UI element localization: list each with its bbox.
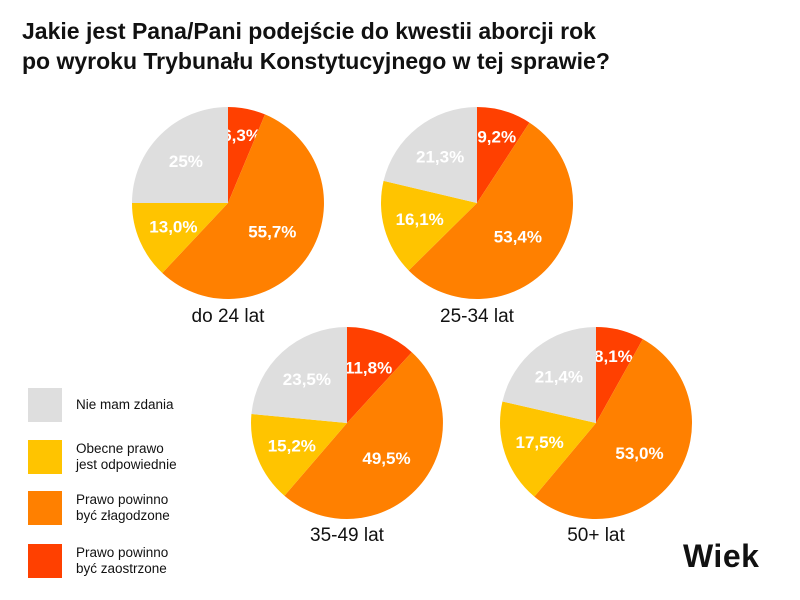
data-label: 9,2% <box>477 128 516 147</box>
legend-swatch <box>28 491 62 525</box>
pie-slice <box>596 327 643 423</box>
pie-slice <box>383 107 477 203</box>
brand-wordmark: Wiek <box>683 538 760 574</box>
data-label: 53,0% <box>615 444 663 463</box>
pie-slice <box>132 107 228 203</box>
pie-slice <box>132 203 228 273</box>
legend-item-obecne-prawo: Obecne prawo jest odpowiednie <box>28 440 177 474</box>
title-line-1: Jakie jest Pana/Pani podejście do kwesti… <box>22 18 596 44</box>
pie-0: 6,3% 55,7% 13,0% 25% do 24 lat <box>132 107 324 327</box>
legend-label: Obecne prawo jest odpowiednie <box>76 441 177 472</box>
data-label: 15,2% <box>268 436 316 455</box>
data-label: 11,8% <box>345 359 392 378</box>
pie-category-label: 50+ lat <box>567 525 625 546</box>
legend-label: Prawo powinno być zaostrzone <box>76 545 169 576</box>
pie-category-label: 35-49 lat <box>310 525 385 546</box>
pie-slice <box>477 107 530 203</box>
data-label: 49,5% <box>362 449 410 468</box>
data-label: 21,4% <box>535 367 583 386</box>
data-label: 25% <box>169 152 203 171</box>
pie-slice <box>284 352 443 519</box>
pie-slice <box>228 107 266 203</box>
pie-slice <box>500 401 596 497</box>
legend-swatch <box>28 440 62 474</box>
legend-item-nie-mam-zdania: Nie mam zdania <box>28 388 174 422</box>
chart-title: Jakie jest Pana/Pani podejście do kwesti… <box>22 16 792 76</box>
data-label: 17,5% <box>515 433 563 452</box>
pie-slice <box>251 413 347 496</box>
data-label: 23,5% <box>283 370 331 389</box>
data-label: 6,3% <box>222 126 261 145</box>
pie-slice <box>534 339 693 520</box>
pie-slice <box>347 327 412 423</box>
pie-category-label: 25-34 lat <box>440 306 515 327</box>
title-line-2: po wyroku Trybunału Konstytucyjnego w te… <box>22 48 610 74</box>
pie-2: 11,8% 49,5% 15,2% 23,5% 35-49 lat <box>251 327 443 546</box>
legend-swatch <box>28 544 62 578</box>
legend-label: Nie mam zdania <box>76 397 174 412</box>
data-label: 16,1% <box>396 210 444 229</box>
legend-label: Prawo powinno być złagodzone <box>76 492 170 523</box>
pie-slice <box>502 327 596 423</box>
pie-slice <box>251 327 347 423</box>
data-label: 21,3% <box>416 147 464 166</box>
data-label: 53,4% <box>494 227 542 246</box>
legend-swatch <box>28 388 62 422</box>
pie-3: 8,1% 53,0% 17,5% 21,4% 50+ lat <box>500 327 693 546</box>
pie-1: 9,2% 53,4% 16,1% 21,3% 25-34 lat <box>380 107 574 327</box>
legend-item-zaostrzone: Prawo powinno być zaostrzone <box>28 544 168 578</box>
data-label: 13,0% <box>149 218 197 237</box>
pie-category-label: do 24 lat <box>192 306 266 327</box>
pie-slice <box>380 180 477 271</box>
data-label: 55,7% <box>248 223 296 242</box>
data-label: 8,1% <box>594 347 633 366</box>
legend-item-zlagodzone: Prawo powinno być złagodzone <box>28 491 170 525</box>
pie-slice <box>408 122 574 300</box>
pie-slice <box>162 114 324 299</box>
